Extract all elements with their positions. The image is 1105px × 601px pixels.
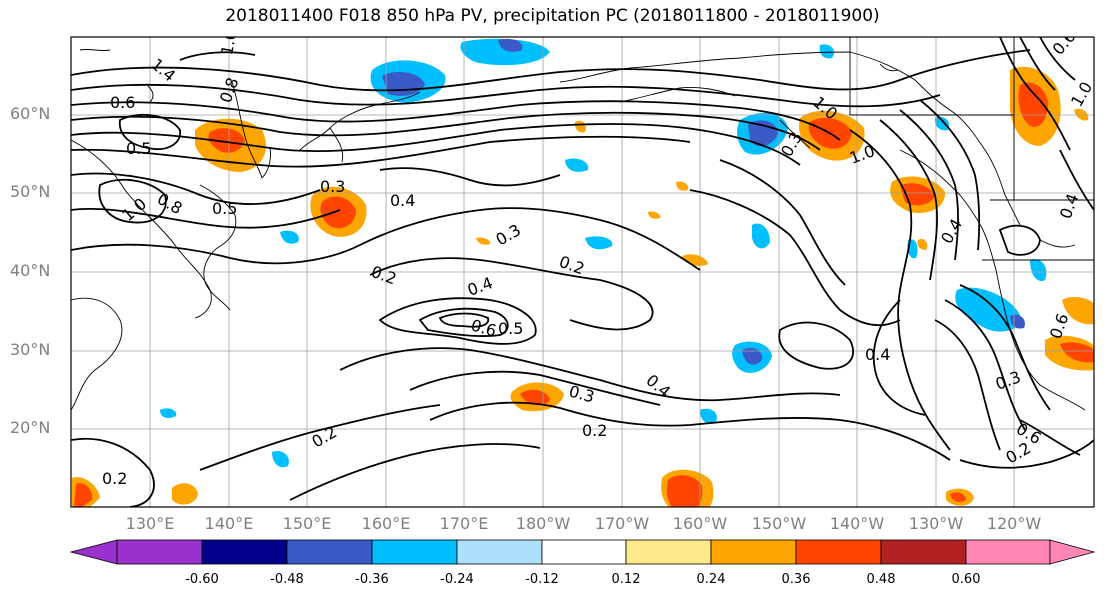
colorbar-extend-low [69, 539, 118, 565]
precip-shading [72, 38, 1094, 507]
contour-label: 0.4 [390, 191, 415, 210]
colorbar-tick-label: 0.60 [951, 572, 981, 587]
contour-label: 0.6 [110, 93, 135, 112]
contour-label: 0.6 [1049, 27, 1080, 59]
lon-label: 160°E [361, 514, 411, 533]
lon-label: 130°W [908, 514, 964, 533]
contour-label: 1.4 [147, 55, 179, 86]
colorbar-bin [116, 539, 203, 565]
contour-label: 0.2 [102, 469, 127, 488]
contour-label: 0.2 [582, 421, 607, 440]
colorbar-tick-label: 0.36 [781, 572, 811, 587]
contour-label: 0.8 [216, 75, 243, 105]
lon-label: 130°E [125, 514, 175, 533]
contour-label: 0.6 [469, 316, 499, 341]
lon-label: 170°E [439, 514, 489, 533]
contour-label: 0.5 [212, 199, 237, 218]
lon-label: 160°W [672, 514, 728, 533]
contour-label: 0.4 [937, 215, 966, 247]
lon-label: 150°E [282, 514, 332, 533]
contour-label: 0.4 [1056, 191, 1083, 221]
lon-label: 150°W [751, 514, 807, 533]
lon-label: 170°W [594, 514, 650, 533]
lat-label: 30°N [10, 340, 51, 359]
colorbar-tick-label: -0.24 [440, 572, 474, 587]
colorbar-bin [880, 539, 967, 565]
contour-label: 0.3 [993, 367, 1023, 394]
contour-label: 0.5 [498, 319, 523, 338]
lat-label: 60°N [10, 104, 51, 123]
graticule [71, 37, 1094, 507]
colorbar-tick-label: -0.48 [270, 572, 304, 587]
lat-label: 50°N [10, 182, 51, 201]
colorbar-bin [286, 539, 373, 565]
colorbar-bin [456, 539, 543, 565]
colorbar-tick-label: -0.12 [525, 572, 559, 587]
map-frame [70, 36, 1095, 508]
colorbar-tick-label: 0.12 [611, 572, 641, 587]
contour-label: 0.4 [465, 273, 495, 300]
map-title: 2018011400 F018 850 hPa PV, precipitatio… [225, 6, 880, 26]
colorbar-tick-label: 0.48 [866, 572, 896, 587]
contour-label: 1.0 [217, 28, 240, 56]
colorbar-bin [795, 539, 882, 565]
colorbar-tick-label: -0.36 [355, 572, 389, 587]
contour-label: 1.0 [1067, 78, 1096, 110]
lon-label: 120°W [986, 514, 1042, 533]
contour-label: 0.3 [320, 177, 345, 196]
lat-label: 20°N [10, 418, 51, 437]
colorbar-bin [965, 539, 1051, 565]
contour-label: 0.4 [865, 345, 890, 364]
colorbar-tick-label: -0.60 [185, 572, 219, 587]
lat-label: 40°N [10, 261, 51, 280]
contour-label: 0.3 [493, 220, 525, 249]
contour-label: 0.5 [126, 139, 151, 158]
colorbar-bin [625, 539, 712, 565]
lon-label: 180°W [515, 514, 571, 533]
colorbar-extend-high [1049, 539, 1096, 565]
colorbar-tick-label: 0.24 [696, 572, 726, 587]
pv-contours [71, 37, 1094, 507]
lon-label: 140°E [204, 514, 254, 533]
colorbar-bin [541, 539, 627, 565]
colorbar [69, 539, 1096, 565]
contour-label: 0.3 [567, 382, 597, 407]
colorbar-bin [201, 539, 288, 565]
lon-label: 140°W [829, 514, 885, 533]
colorbar-bin [710, 539, 797, 565]
colorbar-bin [371, 539, 458, 565]
coastlines [71, 37, 1094, 411]
